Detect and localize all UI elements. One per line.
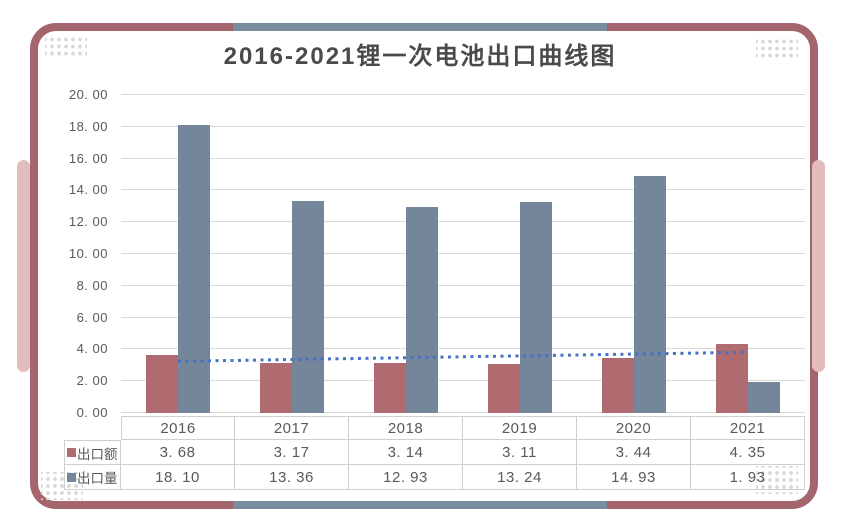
- chart-plot-area: [121, 94, 805, 413]
- y-tick-label: 18. 00: [68, 118, 108, 134]
- legend-cell-出口额: 出口额: [64, 440, 121, 465]
- dot-grid-top-right: [756, 38, 798, 59]
- legend-label: 出口额: [77, 446, 118, 462]
- table-value-cell: 13. 36: [235, 465, 349, 490]
- y-tick-label: 2. 00: [76, 373, 108, 389]
- bar-出口额-2018: [374, 363, 406, 413]
- table-corner-blank: [64, 416, 121, 440]
- bar-出口额-2017: [260, 362, 292, 413]
- gridline-10: [121, 253, 805, 254]
- y-tick-label: 4. 00: [76, 341, 108, 357]
- table-value-cell: 3. 17: [235, 440, 349, 465]
- table-value-cell: 3. 11: [463, 440, 577, 465]
- bar-出口量-2020: [634, 175, 666, 413]
- data-table: 2016 2017 2018 2019 2020 2021 出口额 3. 68 3. 17 3. …: [64, 416, 805, 490]
- left-border-pink-accent: [17, 160, 30, 372]
- table-value-cell: 14. 93: [577, 465, 691, 490]
- trendline: [177, 350, 749, 363]
- table-value-cell: 3. 44: [577, 440, 691, 465]
- table-value-cell: 3. 68: [121, 440, 235, 465]
- y-tick-label: 12. 00: [68, 214, 108, 230]
- y-tick-label: 14. 00: [68, 182, 108, 198]
- gridline-16: [121, 157, 805, 159]
- bar-出口额-2019: [488, 363, 520, 413]
- bar-出口量-2016: [178, 125, 210, 413]
- dot-grid-top-left: [45, 36, 87, 57]
- table-header-year: 2017: [235, 416, 349, 440]
- gridline-20: [121, 94, 805, 95]
- gridline-18: [121, 125, 805, 127]
- gridline-14: [121, 189, 805, 191]
- gridline-6: [121, 316, 805, 318]
- table-header-year: 2016: [121, 416, 235, 440]
- bar-出口量-2019: [520, 202, 552, 413]
- y-tick-label: 6. 00: [76, 309, 108, 325]
- gridline-2: [121, 380, 805, 382]
- gridline-0: [121, 412, 805, 413]
- bar-出口额-2020: [602, 358, 634, 413]
- bar-出口量-2021: [748, 382, 780, 413]
- gridline-4: [121, 348, 805, 350]
- table-value-cell: 3. 14: [349, 440, 463, 465]
- y-axis: 0. 00 2. 00 4. 00 6. 00 8. 00 10. 00 12. 00 14.…: [40, 87, 108, 420]
- table-value-cell: 13. 24: [463, 465, 577, 490]
- table-header-year: 2019: [463, 416, 577, 440]
- legend-marker-icon: [67, 472, 76, 482]
- dot-grid-bottom-left: [41, 472, 83, 500]
- table-value-cell: 18. 10: [121, 465, 235, 490]
- bottom-border-blue-accent: [233, 501, 607, 509]
- bar-出口额-2021: [716, 343, 748, 413]
- legend-marker-icon: [67, 448, 76, 457]
- y-tick-label: 8. 00: [76, 277, 108, 293]
- table-value-cell: 4. 35: [691, 440, 805, 465]
- table-header-year: 2020: [577, 416, 691, 440]
- page-title: 2016-2021锂一次电池出口曲线图: [223, 43, 617, 70]
- bar-出口量-2017: [292, 200, 324, 413]
- y-tick-label: 16. 00: [68, 150, 108, 166]
- y-tick-label: 10. 00: [68, 246, 108, 261]
- y-tick-label: 20. 00: [68, 87, 108, 102]
- bar-出口量-2018: [406, 207, 438, 413]
- table-value-cell: 12. 93: [349, 465, 463, 490]
- legend-label: 出口量: [77, 471, 118, 486]
- right-border-pink-accent: [812, 160, 825, 372]
- table-value-cell: 1. 93: [691, 465, 805, 490]
- bar-出口额-2016: [146, 354, 178, 413]
- table-header-year: 2021: [691, 416, 805, 440]
- y-tick-label: 0. 00: [76, 405, 108, 420]
- gridline-12: [121, 221, 805, 223]
- legend-cell-出口量: 出口量: [64, 465, 121, 490]
- table-header-year: 2018: [349, 416, 463, 440]
- top-border-blue-accent: [233, 23, 607, 31]
- gridline-8: [121, 284, 805, 286]
